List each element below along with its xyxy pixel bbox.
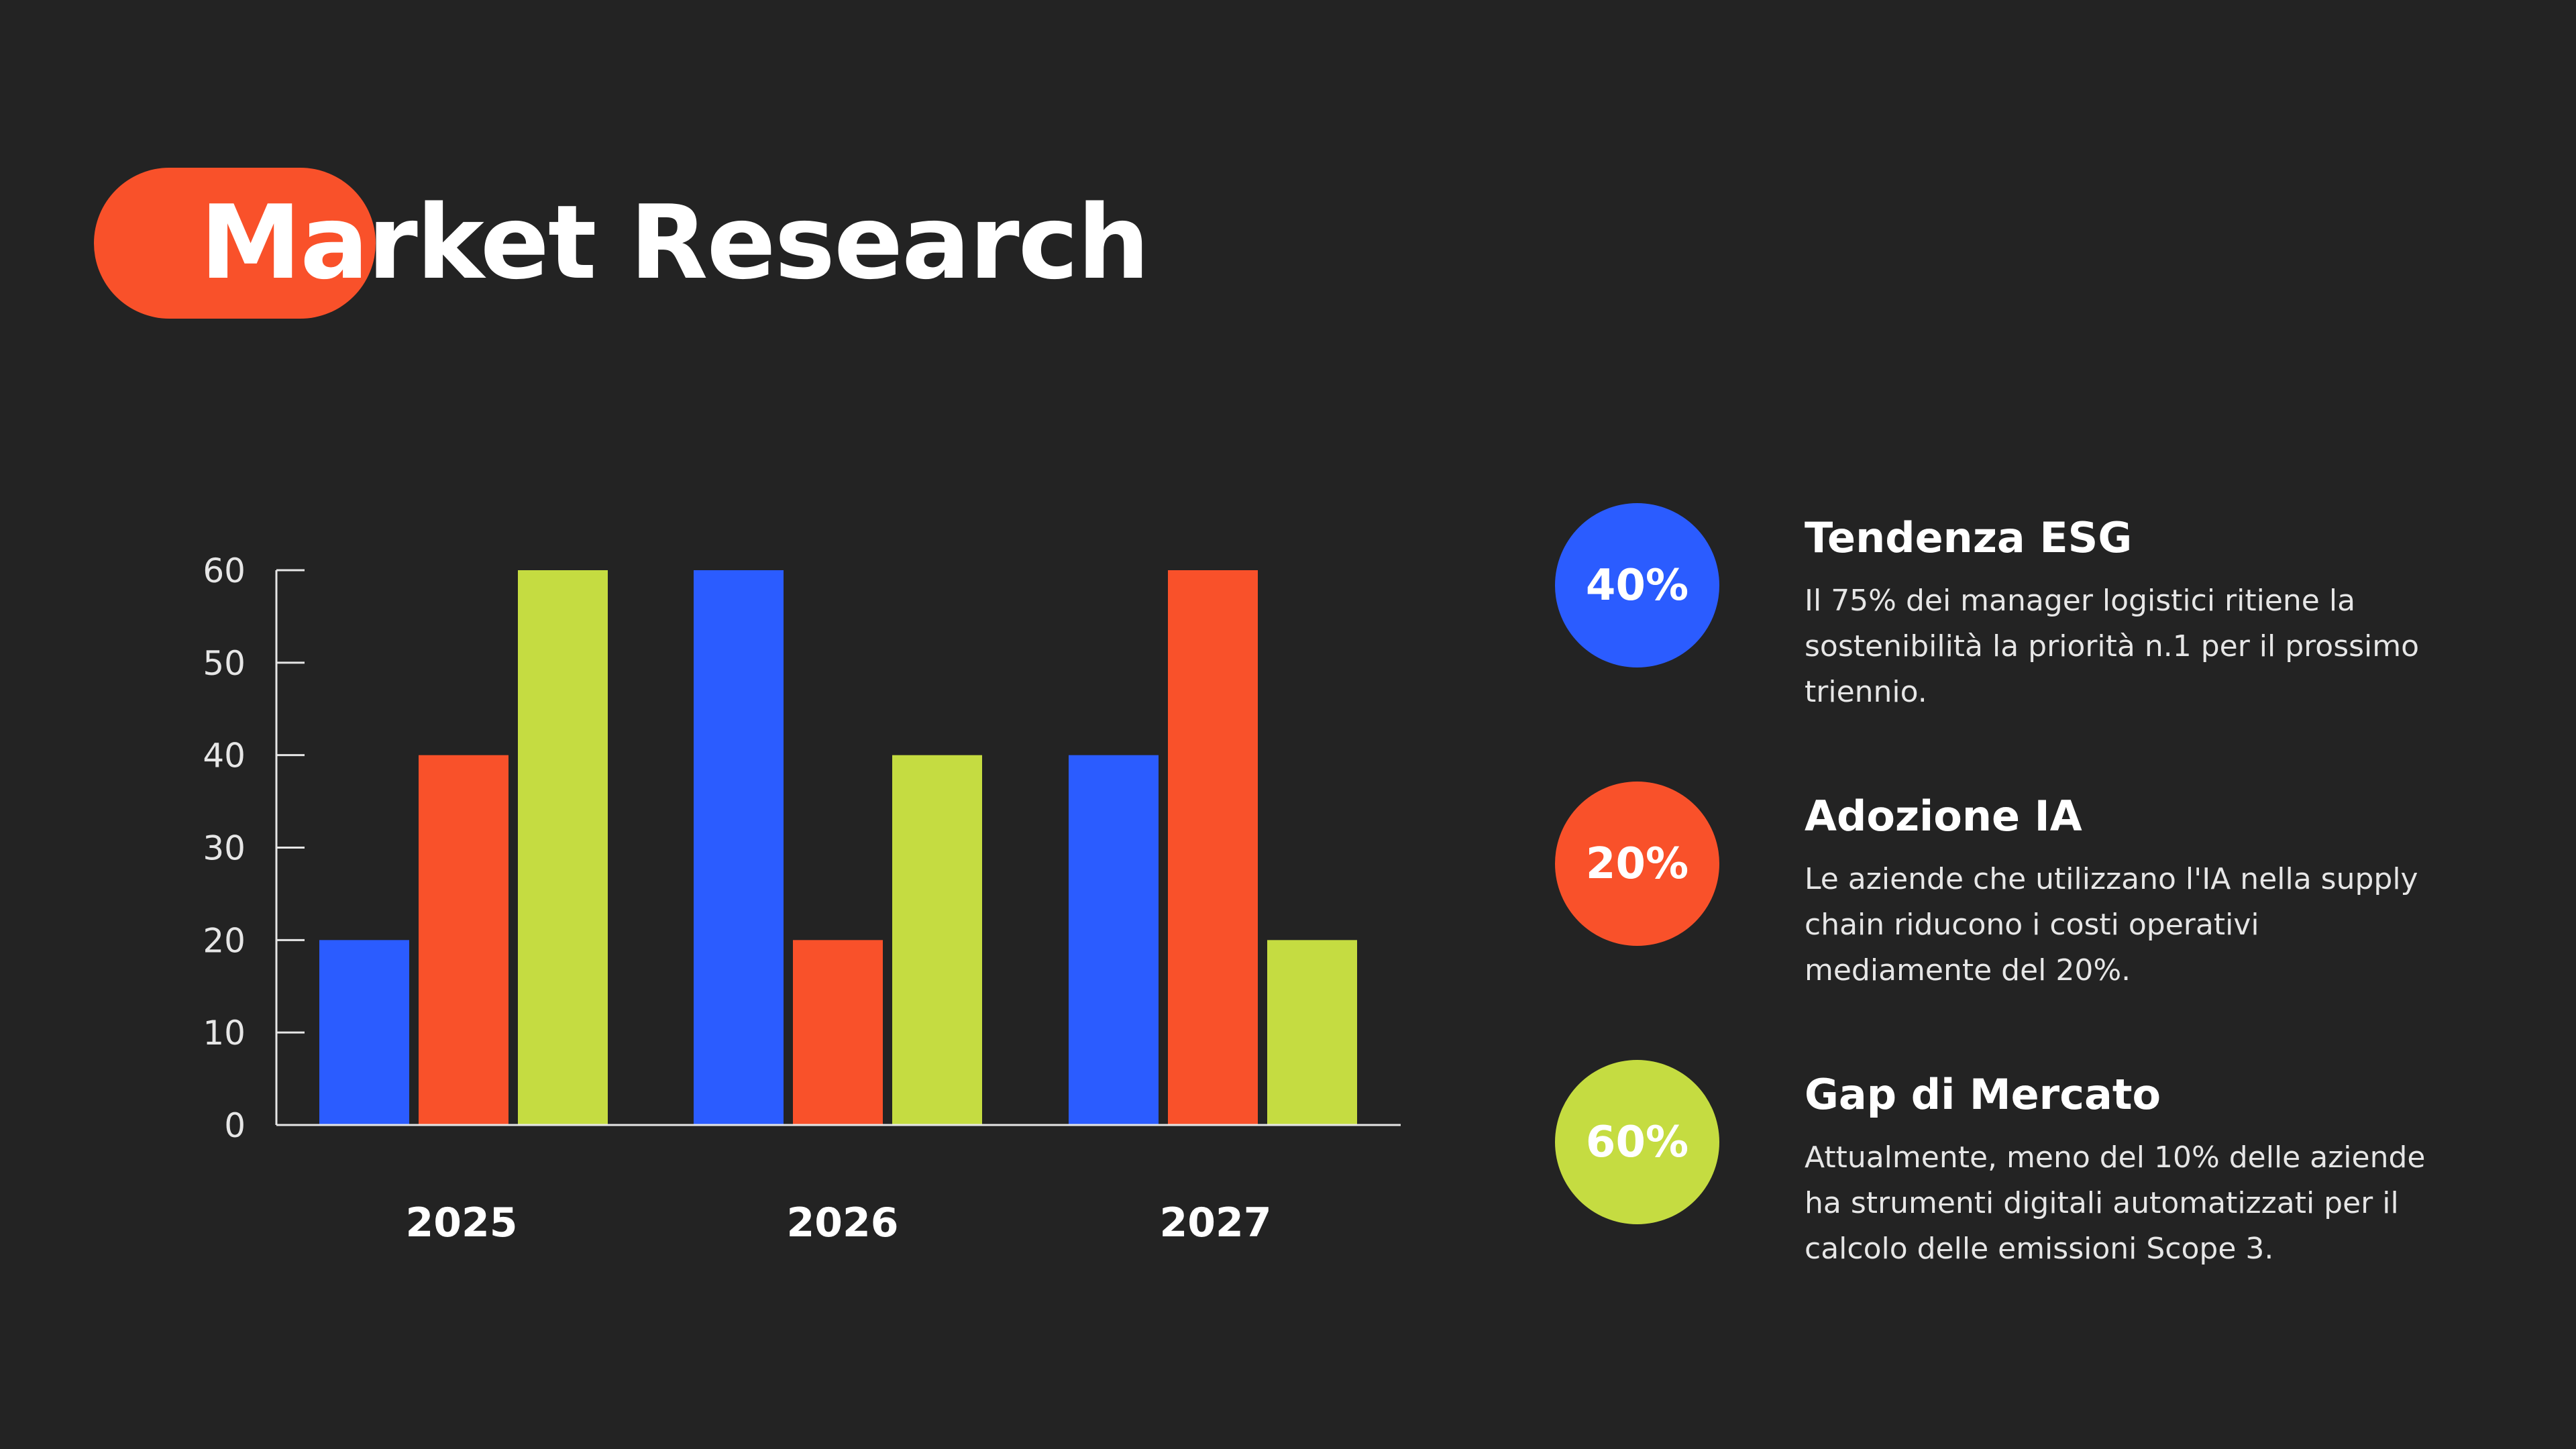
page-title: Market Research xyxy=(200,183,1150,302)
y-tick-label: 50 xyxy=(203,644,246,683)
bar-2026-series-2 xyxy=(793,940,883,1125)
stat-ia-percent-circle: 20% xyxy=(1555,782,1719,946)
x-axis: 2025 2026 2027 xyxy=(276,1124,1401,1246)
stat-esg-description: Il 75% dei manager logistici ritiene la … xyxy=(1805,584,2420,709)
bar-2027-series-2 xyxy=(1168,570,1258,1125)
stat-esg-percent-circle: 40% xyxy=(1555,503,1719,667)
bar-2025-series-1 xyxy=(319,940,409,1125)
y-axis: 0 10 20 30 40 50 60 xyxy=(203,551,305,1145)
stat-gap-heading: Gap di Mercato xyxy=(1805,1070,2161,1119)
title-accent-pill xyxy=(94,168,376,319)
x-category-label: 2025 xyxy=(406,1199,518,1246)
x-category-label: 2027 xyxy=(1160,1199,1272,1246)
bar-2025-series-3 xyxy=(518,570,608,1125)
bar-2027-series-3 xyxy=(1267,940,1357,1125)
bar-2026-series-1 xyxy=(694,570,784,1125)
x-category-label: 2026 xyxy=(787,1199,899,1246)
y-tick-label: 40 xyxy=(203,737,246,775)
y-tick-label: 60 xyxy=(203,551,246,590)
y-tick-label: 20 xyxy=(203,921,246,960)
bar-2026-series-3 xyxy=(892,755,982,1125)
stat-gap-description: Attualmente, meno del 10% delle aziende … xyxy=(1805,1140,2426,1266)
stat-gap: 60% Gap di Mercato Attualmente, meno del… xyxy=(1555,1060,2427,1342)
stat-esg-heading: Tendenza ESG xyxy=(1805,513,2133,562)
stat-esg: 40% Tendenza ESG Il 75% dei manager logi… xyxy=(1555,503,2427,785)
stat-ia-heading: Adozione IA xyxy=(1805,792,2082,841)
bar-2027-series-1 xyxy=(1069,755,1159,1125)
stat-ia: 20% Adozione IA Le aziende che utilizzan… xyxy=(1555,782,2427,1063)
y-tick-label: 10 xyxy=(203,1014,246,1053)
stat-gap-percent-circle: 60% xyxy=(1555,1060,1719,1224)
bars xyxy=(319,570,1357,1125)
bar-2025-series-2 xyxy=(419,755,508,1125)
stat-ia-description: Le aziende che utilizzano l'IA nella sup… xyxy=(1805,862,2418,987)
y-tick-label: 30 xyxy=(203,829,246,868)
y-tick-label: 0 xyxy=(224,1106,246,1145)
